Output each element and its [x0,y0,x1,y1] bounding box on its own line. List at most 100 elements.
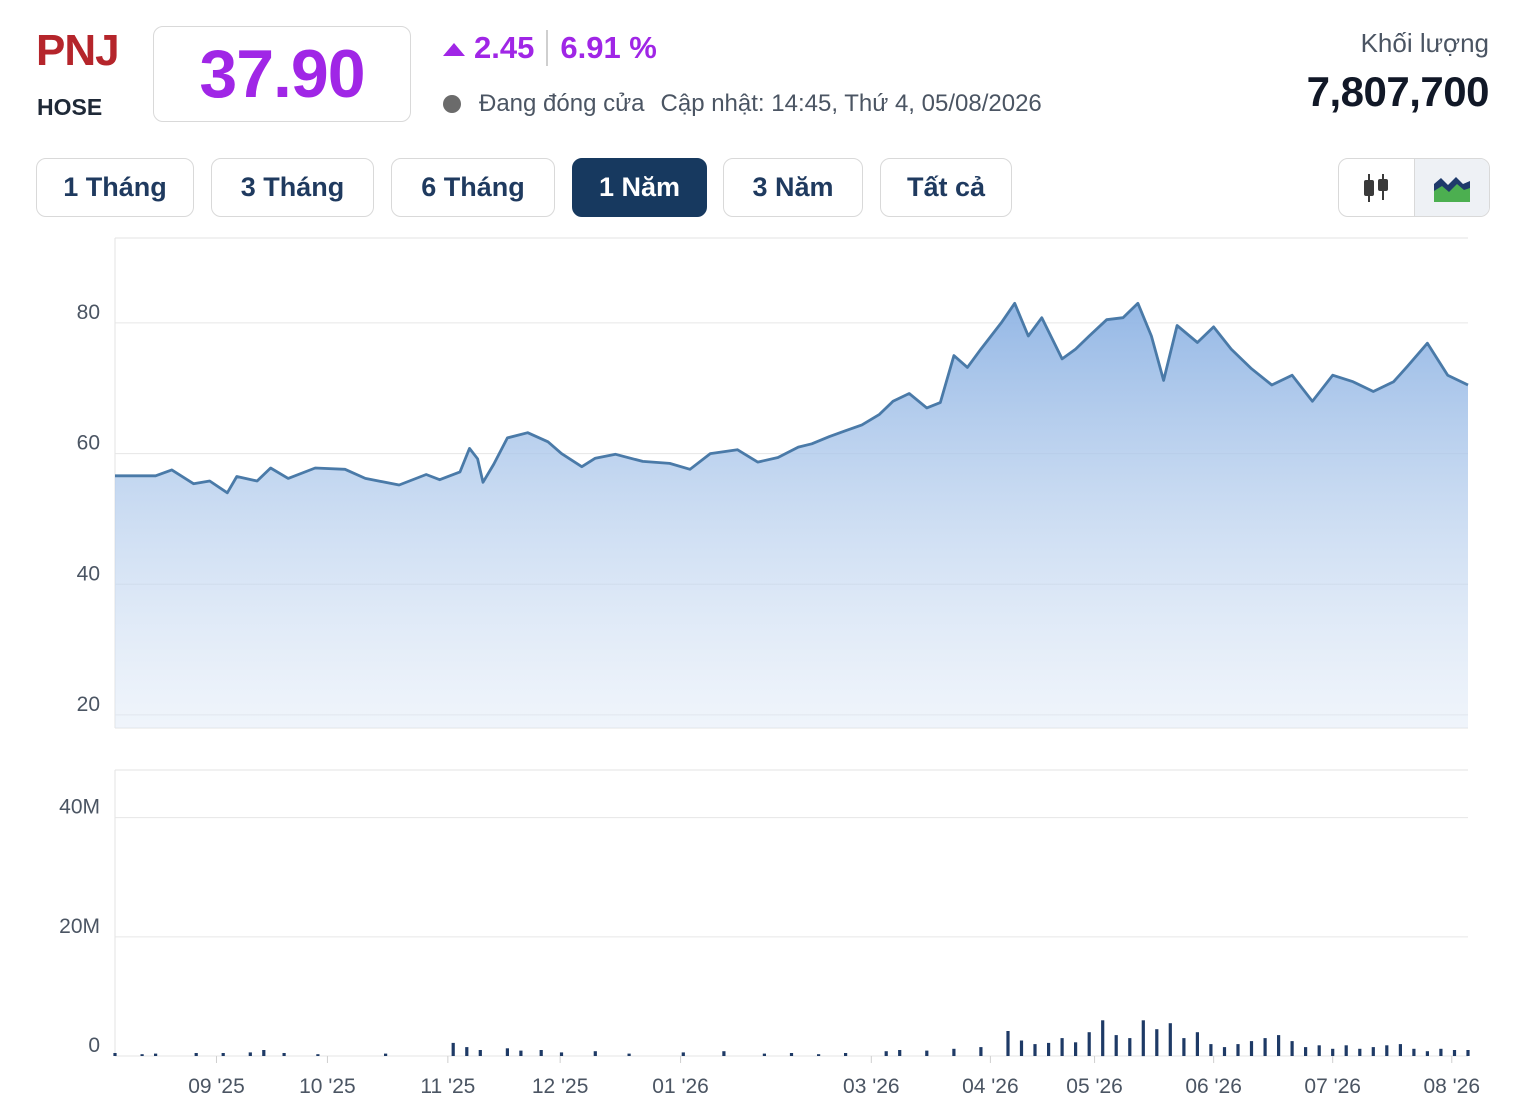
volume-bar [627,1053,631,1056]
volume-tick-label: 20M [59,915,100,938]
tab-3-months[interactable]: 3 Tháng [211,158,374,217]
volume-bar [979,1047,983,1056]
x-tick-label: 01 '26 [652,1075,709,1098]
tab-1-year[interactable]: 1 Năm [572,158,707,217]
price-change: 2.45 6.91 % [443,30,657,66]
volume-bar [925,1050,929,1056]
volume-bar [519,1050,523,1056]
chart-type-toggle [1338,158,1490,217]
volume-bar [262,1050,266,1056]
volume-bar [762,1053,766,1056]
x-tick-label: 10 '25 [299,1075,356,1098]
volume-bar [316,1054,320,1056]
volume-label: Khối lượng [1360,28,1489,58]
volume-bar [1304,1047,1308,1056]
volume-bar [1277,1035,1281,1056]
market-status: Đang đóng cửa Cập nhật: 14:45, Thứ 4, 05… [443,90,1042,118]
volume-tick-label: 40M [59,796,100,819]
x-tick-label: 12 '25 [532,1075,589,1098]
x-tick-label: 11 '25 [420,1075,475,1098]
volume-bar [1101,1020,1105,1057]
volume-bar [1141,1020,1145,1057]
volume-bar [817,1054,821,1056]
volume-bar [1195,1032,1199,1056]
volume-bar [1452,1050,1457,1056]
up-arrow-icon [443,42,465,56]
volume-bar [1006,1031,1010,1056]
x-tick-label: 04 '26 [962,1075,1019,1098]
volume-bar [1128,1038,1132,1056]
volume-bar [1074,1042,1078,1056]
volume-bar [113,1053,117,1056]
volume-grid [114,769,1468,1057]
volume-bar [248,1052,252,1056]
current-price: 37.90 [199,36,365,112]
volume-bar [681,1052,685,1056]
x-tick-label: 06 '26 [1185,1075,1242,1098]
volume-bar [282,1053,286,1056]
volume-bar [1358,1048,1362,1056]
update-time: Cập nhật: 14:45, Thứ 4, 05/08/2026 [660,90,1042,117]
volume-bar [465,1047,469,1056]
tab-1-month[interactable]: 1 Tháng [36,158,194,217]
status-text: Đang đóng cửa [479,90,645,117]
volume-bar [1290,1041,1294,1056]
volume-bar [1087,1032,1091,1056]
price-tick-label: 60 [77,432,100,455]
volume-bar [844,1053,848,1056]
date-x-axis: 09 '25 10 '25 11 '25 12 '25 01 '26 03 '26 04 '… [188,1056,1480,1098]
volume-bar [1344,1045,1348,1056]
volume-bar [451,1042,455,1056]
status-dot-icon [443,95,461,113]
volume-bar [384,1053,388,1056]
price-box: 37.90 [153,26,411,122]
price-line [115,301,1469,495]
volume-bar [1398,1044,1402,1056]
x-tick-label: 08 '26 [1423,1075,1480,1098]
change-percent: 6.91 % [560,30,657,65]
volume-value: 7,807,700 [1306,68,1490,115]
volume-bar [1466,1050,1470,1056]
volume-bar [1182,1038,1186,1056]
volume-bar [1249,1041,1254,1056]
price-y-axis: 20 40 60 80 [77,301,100,716]
exchange-label: HOSE [37,94,103,120]
tab-6-months[interactable]: 6 Tháng [391,158,555,217]
candlestick-button[interactable] [1339,159,1414,216]
volume-bar [952,1048,956,1056]
x-tick-label: 03 '26 [843,1075,900,1098]
volume-bar [140,1054,144,1056]
volume-bar [1019,1040,1024,1056]
volume-bar [154,1053,158,1056]
x-tick-label: 09 '25 [188,1075,245,1098]
candlestick-icon [1364,173,1389,202]
volume-bar [1439,1048,1443,1056]
volume-bar [1168,1023,1172,1056]
volume-bar [559,1052,564,1056]
volume-bar [1060,1038,1064,1056]
ticker-symbol: PNJ [36,26,120,75]
area-chart-icon [1433,176,1470,202]
price-tick-label: 80 [77,301,100,324]
volume-bar [789,1053,794,1056]
price-tick-label: 20 [77,693,100,716]
volume-bar [1155,1029,1159,1056]
volume-bar [884,1051,888,1056]
volume-bar [1331,1048,1335,1056]
volume-bar [1033,1044,1037,1056]
tab-3-years[interactable]: 3 Năm [723,158,863,217]
price-area [115,303,1468,728]
volume-bar [478,1050,482,1056]
divider [546,30,549,66]
volume-bar [593,1051,597,1056]
tab-all[interactable]: Tất cả [880,158,1012,217]
x-tick-label: 05 '26 [1066,1075,1123,1098]
volume-bar [1236,1044,1240,1056]
area-chart-button[interactable] [1413,159,1489,216]
volume-bar [1263,1038,1267,1056]
volume-bar [221,1053,225,1056]
volume-bar [1222,1047,1227,1056]
volume-bar [1425,1051,1429,1056]
volume-bar [1047,1042,1051,1056]
